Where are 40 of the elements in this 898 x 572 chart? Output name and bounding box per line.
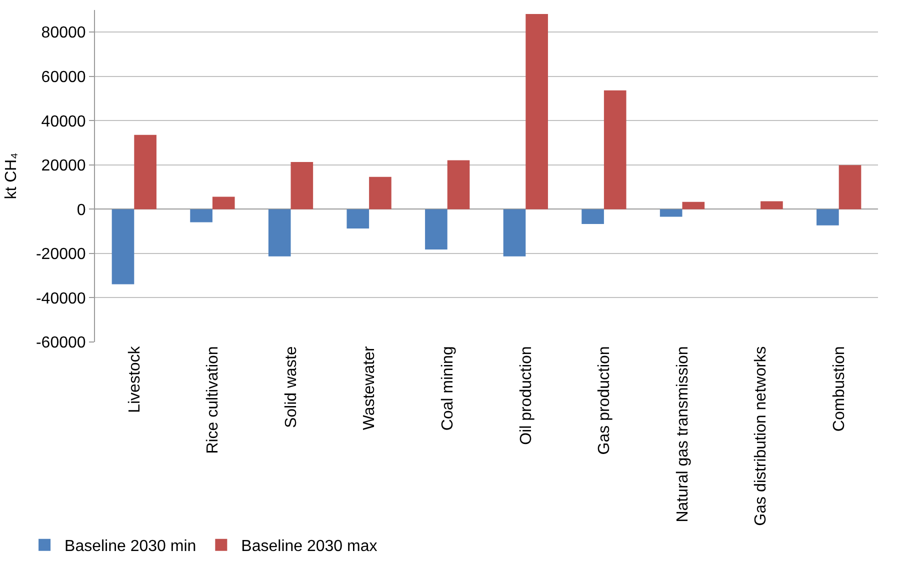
bar <box>604 90 626 210</box>
x-tick-label: Natural gas transmission <box>674 346 692 522</box>
bar <box>447 160 470 210</box>
x-tick-label: Solid waste <box>282 346 300 428</box>
bar <box>346 209 370 228</box>
y-tick-label: 40000 <box>41 113 86 130</box>
y-tick-label: 60000 <box>41 69 86 86</box>
bar <box>190 209 212 222</box>
x-tick-label: Gas distribution networks <box>752 346 770 526</box>
bar <box>212 196 235 210</box>
bar <box>760 201 783 210</box>
y-axis-title: kt CH₄ <box>2 152 20 200</box>
y-tick-label: 0 <box>76 202 86 219</box>
x-tick-label: Gas production <box>596 346 614 455</box>
bar <box>290 162 314 210</box>
x-tick-label: Rice cultivation <box>204 346 222 454</box>
y-tick-label: -20000 <box>36 246 86 264</box>
y-tick-label: 80000 <box>41 24 86 42</box>
bar <box>425 209 448 250</box>
bar <box>268 209 291 256</box>
x-tick-label: Oil production <box>518 346 535 445</box>
x-tick-label: Coal mining <box>440 346 457 431</box>
legend-label: Baseline 2030 min <box>64 538 196 556</box>
bar <box>660 209 682 217</box>
bar <box>369 176 392 210</box>
x-tick-label: Combustion <box>831 346 848 432</box>
bar <box>503 209 526 256</box>
x-tick-label: Livestock <box>126 345 144 413</box>
bar <box>582 209 604 224</box>
bar <box>526 14 548 210</box>
bar <box>682 202 705 210</box>
x-tick-label: Wastewater <box>361 346 378 430</box>
y-tick-label: 20000 <box>41 158 86 175</box>
y-tick-label: -40000 <box>36 290 86 308</box>
bar <box>838 165 862 210</box>
bar <box>816 209 839 226</box>
y-tick-label: -60000 <box>36 334 86 352</box>
bar <box>134 134 156 210</box>
legend-label: Baseline 2030 max <box>241 538 378 556</box>
bar <box>112 209 134 284</box>
